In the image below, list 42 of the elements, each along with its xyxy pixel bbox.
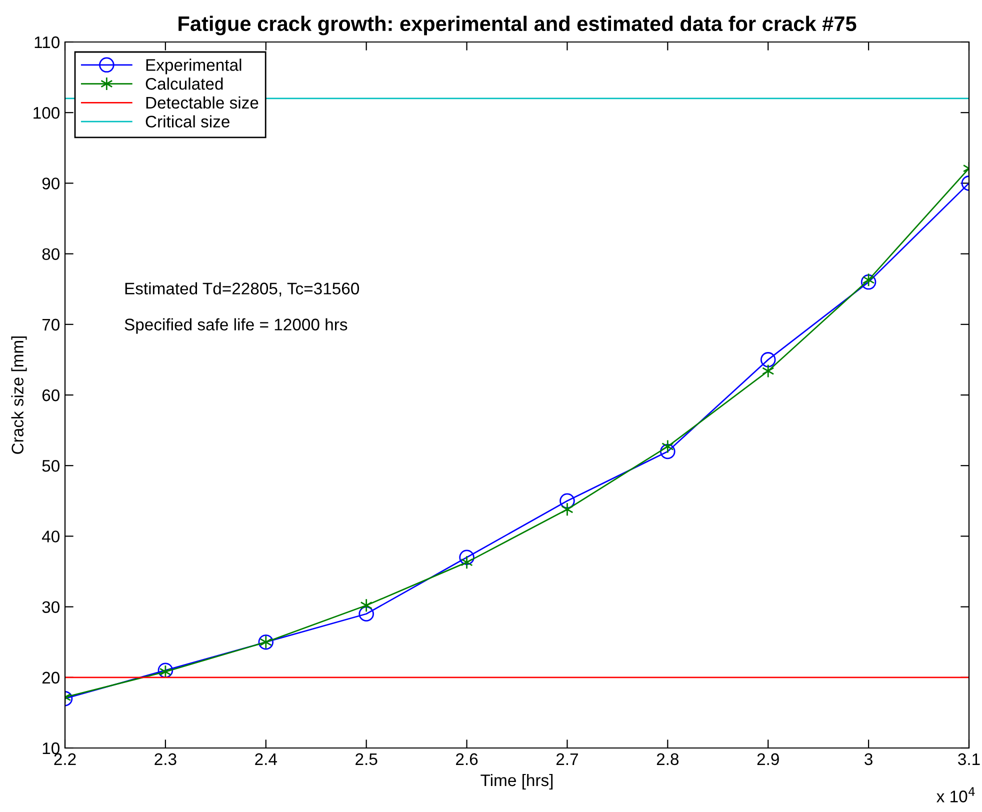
x-tick-label: 2.4 (255, 753, 277, 765)
point (560, 493, 575, 509)
x-tick-label: 2.8 (656, 753, 679, 766)
legend-label: Critical size (146, 115, 230, 128)
x-axis-title: Time [hrs] (480, 774, 553, 790)
annotation: Estimated Td=22805, Tc=31560 (125, 282, 360, 296)
legend-label: Detectable size (146, 96, 258, 109)
point (762, 364, 774, 378)
point (460, 555, 473, 570)
y-tick-label: 10 (42, 742, 60, 754)
y-axis-title: Crack size [mm] (11, 336, 27, 454)
x-tick-label: 2.2 (54, 753, 76, 765)
text: x 10$^{4}$ (936, 787, 975, 802)
point (860, 274, 876, 290)
annotation: Specified safe life = 12000 hrs (124, 318, 348, 334)
y-tick-label: 70 (42, 318, 60, 331)
point (662, 440, 674, 454)
y-tick-label: 100 (34, 107, 60, 119)
point (760, 352, 776, 368)
x-tick-label: 2.3 (154, 753, 176, 766)
legend-label: Calculated (146, 78, 223, 90)
legend-label: Experimental (146, 58, 242, 74)
y-tick-label: 90 (42, 178, 60, 190)
y-tick-label: 60 (42, 389, 60, 402)
point (360, 598, 372, 612)
y-tick-label: 110 (34, 36, 60, 48)
x-tick-label: 3 (864, 753, 872, 766)
y-tick-label: 50 (42, 460, 60, 472)
x-tick-label: 2.7 (556, 753, 578, 765)
x-tick-label: 2.9 (757, 753, 779, 766)
point (561, 502, 574, 516)
x-tick-label: 2.6 (456, 753, 478, 766)
y-tick-label: 80 (42, 248, 60, 260)
chart-title: Fatigue crack growth: experimental and estimated data for crack #75 (178, 16, 856, 36)
x-tick-label: 3.1 (958, 753, 980, 766)
point (358, 606, 374, 622)
point (660, 444, 676, 460)
x-tick-label: 2.5 (356, 753, 378, 766)
y-tick-label: 20 (42, 672, 60, 684)
y-tick-label: 40 (42, 530, 60, 542)
y-tick-label: 30 (42, 601, 60, 614)
point (459, 550, 474, 566)
